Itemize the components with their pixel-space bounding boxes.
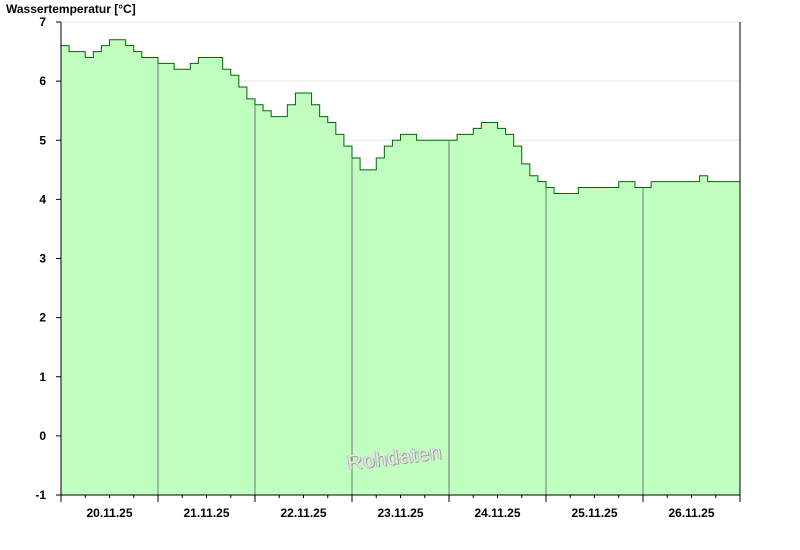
y-tick-label: 4 <box>39 192 46 206</box>
series-line <box>61 39 740 194</box>
y-tick-label: 1 <box>39 370 46 384</box>
x-tick-label: 23.11.25 <box>377 506 423 520</box>
y-tick-label: 2 <box>39 311 46 325</box>
x-tick-label: 20.11.25 <box>86 506 132 520</box>
x-tick-label: 22.11.25 <box>280 506 326 520</box>
chart-title: Wassertemperatur [°C] <box>6 2 136 16</box>
x-tick-label: 24.11.25 <box>474 506 520 520</box>
series-area <box>61 39 740 496</box>
y-tick-label: -1 <box>35 488 46 502</box>
x-tick-label: 26.11.25 <box>668 506 714 520</box>
y-tick-label: 7 <box>39 15 46 29</box>
x-tick-label: 25.11.25 <box>571 506 617 520</box>
y-tick-label: 6 <box>39 74 46 88</box>
y-tick-label: 5 <box>39 133 46 147</box>
y-tick-label: 0 <box>39 429 46 443</box>
x-tick-label: 21.11.25 <box>183 506 229 520</box>
y-tick-label: 3 <box>39 252 46 266</box>
